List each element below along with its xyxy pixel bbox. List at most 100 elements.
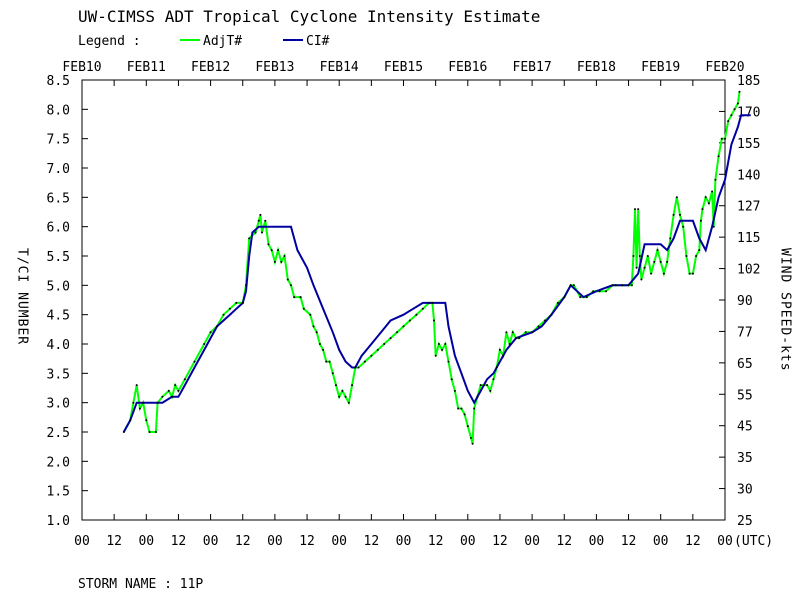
y2-axis-label: WIND SPEED-kts — [778, 248, 793, 372]
hour-label: 12 — [428, 534, 444, 549]
y2-tick-label: 30 — [737, 483, 753, 498]
adjt-point — [299, 296, 302, 299]
hour-label: 12 — [299, 534, 315, 549]
adjt-point — [717, 155, 720, 158]
y2-tick-label: 65 — [737, 357, 753, 372]
adjt-point — [161, 395, 164, 398]
adjt-point — [309, 313, 312, 316]
utc-label: (UTC) — [734, 534, 773, 549]
y2-tick-label: 35 — [737, 451, 753, 466]
adjt-point — [727, 120, 730, 123]
hour-label: 12 — [364, 534, 380, 549]
y-tick-label: 4.0 — [47, 338, 70, 353]
y-tick-label: 7.5 — [47, 133, 70, 148]
y-tick-label: 6.5 — [47, 191, 70, 206]
adjt-point — [441, 348, 444, 351]
y2-tick-label: 25 — [737, 514, 753, 529]
adjt-point — [579, 296, 582, 299]
adjt-point — [656, 249, 659, 252]
adjt-point — [203, 343, 206, 345]
adjt-point — [621, 284, 624, 287]
adjt-point — [267, 243, 270, 246]
adjt-point — [511, 331, 514, 334]
y2-tick-label: 127 — [737, 200, 760, 215]
adjt-point — [508, 343, 511, 345]
y-tick-label: 4.5 — [47, 309, 70, 324]
adjt-point — [634, 208, 636, 211]
hour-label: 12 — [106, 534, 122, 549]
adjt-point — [264, 219, 267, 222]
hour-label: 00 — [717, 534, 733, 549]
date-label: FEB11 — [127, 60, 166, 75]
y-tick-label: 2.5 — [47, 426, 70, 441]
date-label: FEB17 — [513, 60, 552, 75]
adjt-point — [492, 378, 495, 381]
adjt-point — [707, 202, 710, 205]
adjt-point — [328, 360, 331, 363]
adjt-point — [524, 331, 527, 334]
adjt-point — [145, 419, 148, 422]
adjt-point — [672, 213, 675, 216]
adjt-point — [135, 384, 138, 387]
adjt-point — [351, 384, 354, 387]
adjt-point — [646, 255, 649, 257]
legend: Legend : AdjT# CI# — [78, 34, 330, 49]
adjt-point — [259, 213, 262, 216]
adjt-point — [357, 366, 360, 369]
date-labels: FEB10 FEB11 FEB12 FEB13 FEB14 FEB15 FEB16 FEB17… — [62, 60, 744, 75]
hour-label: 12 — [621, 534, 637, 549]
adjt-point — [486, 384, 489, 387]
adjt-point — [679, 213, 681, 216]
y-tick-label: 7.0 — [47, 162, 70, 177]
adjt-point — [630, 284, 633, 287]
adjt-point — [193, 360, 196, 363]
adjt-point — [433, 319, 435, 322]
y-tick-label: 2.0 — [47, 455, 70, 470]
adjt-point — [315, 331, 318, 334]
adjt-point — [640, 278, 643, 281]
adjt-point — [383, 343, 386, 345]
legend-entry-adjt: AdjT# — [203, 34, 242, 49]
adjt-point — [437, 343, 440, 345]
adjt-point — [402, 325, 405, 328]
adjt-point — [167, 389, 170, 392]
adjt-point — [286, 278, 289, 281]
date-label: FEB19 — [641, 60, 680, 75]
adjt-point — [662, 272, 665, 275]
adjt-point — [466, 425, 469, 428]
adjt-point — [154, 431, 157, 433]
date-label: FEB18 — [577, 60, 616, 75]
adjt-point — [341, 389, 344, 392]
legend-label: Legend : — [78, 34, 141, 49]
adjt-point — [714, 178, 717, 181]
adjt-point — [653, 260, 656, 263]
legend-entry-ci: CI# — [306, 34, 330, 49]
adjt-point — [471, 442, 474, 445]
hour-label: 00 — [653, 534, 669, 549]
adjt-point — [335, 384, 337, 387]
adjt-point — [635, 266, 638, 269]
hour-label: 12 — [556, 534, 572, 549]
adjt-point — [682, 225, 685, 228]
adjt-point — [318, 343, 321, 345]
hour-label: 12 — [235, 534, 251, 549]
adjt-point — [254, 231, 257, 234]
hour-label: 12 — [171, 534, 187, 549]
adjt-point — [463, 413, 466, 416]
adjt-point — [476, 395, 479, 398]
adjt-point — [666, 260, 669, 263]
adjt-point — [183, 378, 186, 381]
adjt-point — [544, 319, 546, 322]
y2-tick-label: 77 — [737, 325, 753, 340]
adjt-point — [261, 231, 263, 234]
adjt-point — [720, 137, 723, 140]
y-tick-labels: 1.0 1.5 2.0 2.5 3.0 3.5 4.0 4.5 5.0 5.5 6.0 6.5 7.0 7… — [47, 74, 70, 529]
y-tick-label: 5.5 — [47, 250, 70, 265]
adjt-point — [322, 348, 325, 351]
adjt-point — [632, 255, 635, 257]
adjt-point — [129, 419, 132, 422]
y2-tick-label: 115 — [737, 231, 760, 246]
adjt-point — [627, 284, 630, 287]
adjt-point — [312, 325, 315, 328]
